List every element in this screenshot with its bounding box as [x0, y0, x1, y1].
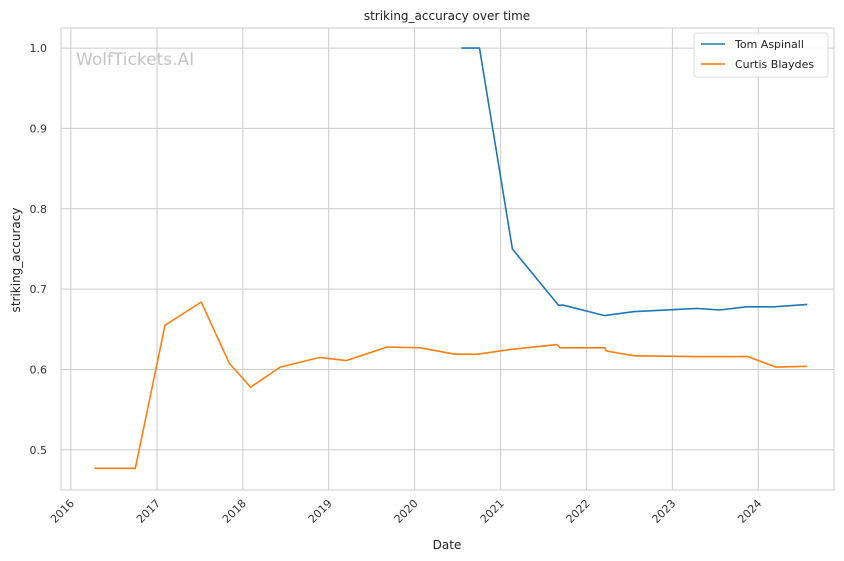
chart-title: striking_accuracy over time	[364, 9, 530, 23]
y-tick-label: 1.0	[30, 42, 48, 55]
watermark: WolfTickets.AI	[76, 50, 194, 70]
legend: Tom Aspinall Curtis Blaydes	[693, 32, 829, 78]
y-tick-label: 0.5	[30, 444, 48, 457]
series-line-curtis-blaydes	[94, 301, 808, 470]
series-lines	[94, 47, 808, 470]
legend-label-curtis-blaydes: Curtis Blaydes	[735, 58, 814, 71]
legend-box	[693, 32, 829, 78]
series-line-tom-aspinall	[461, 47, 808, 317]
y-tick-label: 0.8	[30, 203, 48, 216]
y-tick-label: 0.7	[30, 283, 48, 296]
y-tick-label: 0.9	[30, 122, 48, 135]
grid	[61, 28, 834, 490]
legend-label-tom-aspinall: Tom Aspinall	[734, 38, 804, 51]
x-axis-title: Date	[433, 538, 462, 552]
plot-area	[60, 27, 835, 491]
y-axis-ticks: 0.5 0.6 0.7 0.8 0.9 1.0	[30, 42, 48, 457]
y-axis-title: striking_accuracy	[9, 208, 23, 313]
y-tick-label: 0.6	[30, 363, 48, 376]
